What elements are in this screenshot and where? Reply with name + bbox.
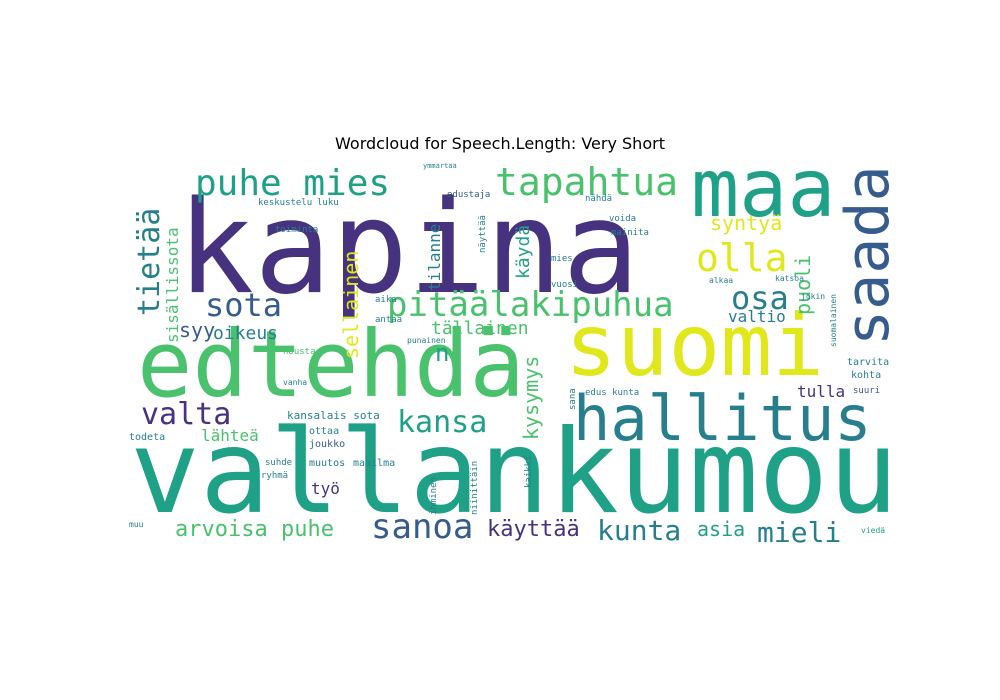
word-sana: sana <box>568 388 578 410</box>
word-suomi: suomi <box>565 296 824 396</box>
word-niinittain: niinittäin <box>470 460 480 515</box>
word-olla: olla <box>696 236 788 280</box>
word-kayttaa: käyttää <box>487 517 580 542</box>
word-mies: mies <box>551 254 573 264</box>
word-katsoa: katsoa <box>775 274 804 283</box>
word-suuri: suuri <box>853 386 881 396</box>
word-muutos: muutos <box>309 458 346 469</box>
word-tulla: tulla <box>797 382 846 401</box>
word-tallainen: tällainen <box>431 318 529 339</box>
word-kysymys: kysymys <box>519 355 543 440</box>
word-valtio: valtio <box>728 307 786 326</box>
word-mainita: mainita <box>611 228 649 238</box>
word-joukko: joukko <box>309 439 346 450</box>
word-hallitus: hallitus <box>573 382 872 455</box>
word-kayda: käydä <box>513 224 534 279</box>
word-kohta: kohta <box>851 370 882 381</box>
word-n: n <box>435 339 450 367</box>
word-edustaja: edustaja <box>447 190 491 200</box>
word-tilanne: tilanne <box>425 223 444 291</box>
word-sanoa: sanoa <box>371 507 474 547</box>
word-jokin: jokin <box>801 292 826 301</box>
word-ihminen: ihminen <box>429 477 439 515</box>
word-vuosi: vuosi <box>551 280 579 290</box>
word-tietaa: tietää <box>132 207 167 316</box>
word-kapina: kapina <box>177 174 640 323</box>
word-vieda: viedä <box>861 526 886 535</box>
word-ottaa: ottaa <box>309 426 340 437</box>
word-sota: sota <box>205 286 283 324</box>
word-voida: voida <box>609 214 637 224</box>
word-puhe-mies: puhe mies <box>195 163 391 204</box>
wordcloud: kapina vallankumou edtehdä suomi maa saa… <box>125 163 892 547</box>
word-vanha: vanha <box>283 378 308 387</box>
word-syntya: syntyä <box>710 211 783 235</box>
word-osa: osa <box>731 279 789 317</box>
word-toiminta: toiminta <box>275 225 319 235</box>
word-mieli: mieli <box>757 516 842 547</box>
word-antaa: antaa <box>375 315 403 325</box>
word-kansa: kansa <box>397 405 488 440</box>
word-edus-kunta: edus kunta <box>585 388 640 398</box>
word-tyo: työ <box>311 479 340 498</box>
word-puoli: puoli <box>791 254 815 315</box>
word-maa: maa <box>691 163 836 235</box>
word-nayttaa: näyttää <box>478 215 488 253</box>
word-oikeus: oikeus <box>213 323 279 344</box>
word-todeta: todeta <box>129 432 166 443</box>
word-tapahtua: tapahtua <box>495 163 679 204</box>
word-maailma: maailma <box>353 458 396 469</box>
word-pitaalakipuhua: pitäälakipuhua <box>387 285 674 325</box>
word-asia: asia <box>697 517 746 541</box>
word-arvoisa-puhe: arvoisa puhe <box>175 517 334 542</box>
word-alkaa: alkaa <box>709 276 734 285</box>
word-keskustelu: keskustelu <box>258 198 313 208</box>
word-luku: luku <box>317 198 339 208</box>
word-lahtea: lähteä <box>201 426 259 445</box>
word-vallankumou: vallankumou <box>130 405 892 540</box>
word-nousta: nousta <box>283 347 316 357</box>
word-muu: muu <box>129 520 144 529</box>
chart-title: Wordcloud for Speech.Length: Very Short <box>335 134 665 153</box>
word-kunta: kunta <box>597 514 682 547</box>
word-edtehda: edtehdä <box>137 311 525 418</box>
word-valta: valta <box>141 397 232 432</box>
word-tarvita: tarvita <box>847 357 890 368</box>
word-punainen: punainen <box>407 336 446 345</box>
word-syy: syy <box>179 318 216 342</box>
word-kansalais-sota: kansalais sota <box>287 409 380 422</box>
word-nahda: nähdä <box>585 194 613 204</box>
word-aika: aika <box>375 295 397 305</box>
word-ymmartaa: ymmärtää <box>423 163 457 170</box>
word-suomalainen: suomalainen <box>829 294 838 347</box>
word-sellainen: sellainen <box>339 250 363 359</box>
word-saada: saada <box>833 165 892 346</box>
word-ryhma: ryhmä <box>261 471 289 481</box>
word-suhde: suhde <box>265 458 293 468</box>
word-kaikki: kaikki <box>524 455 534 488</box>
